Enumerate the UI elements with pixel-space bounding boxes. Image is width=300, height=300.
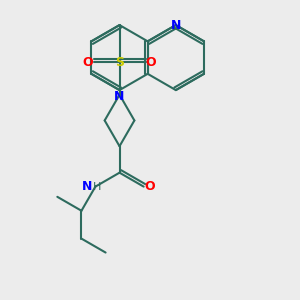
Text: S: S <box>115 56 124 69</box>
Text: N: N <box>171 19 181 32</box>
Text: H: H <box>93 182 101 192</box>
Text: N: N <box>114 90 125 103</box>
Text: O: O <box>82 56 93 69</box>
Text: O: O <box>146 56 156 69</box>
Text: O: O <box>145 180 155 193</box>
Text: N: N <box>82 180 92 193</box>
